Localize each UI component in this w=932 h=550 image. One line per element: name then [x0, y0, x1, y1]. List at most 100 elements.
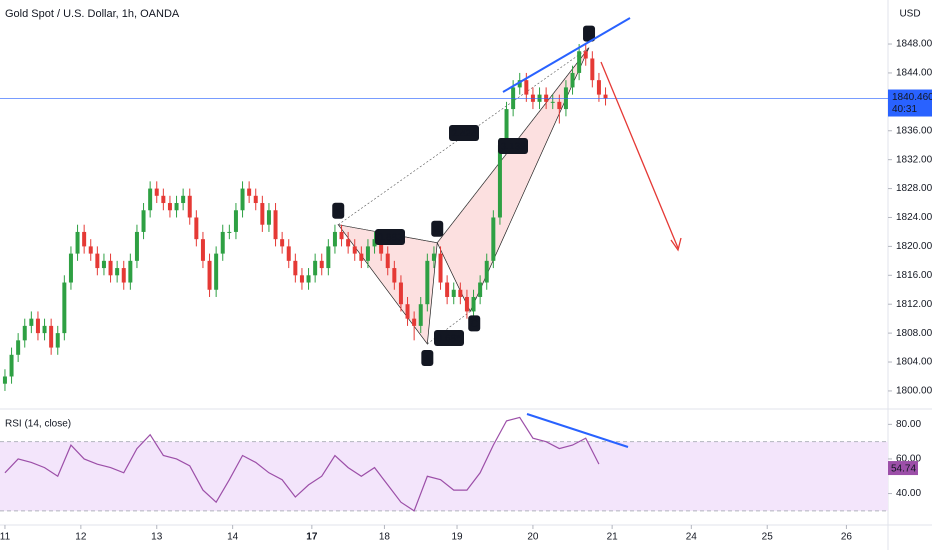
price-tick-label: 1804.000: [896, 357, 932, 368]
arrow-line: [600, 61, 679, 249]
pattern-point-box: [583, 25, 596, 42]
candle-body: [55, 333, 60, 348]
candle-body: [141, 210, 146, 232]
pattern-point-label: B: [434, 224, 441, 235]
candle-body: [247, 188, 252, 196]
time-tick-label: 18: [379, 532, 391, 543]
ratio-label: 0.685: [436, 334, 461, 345]
candle-body: [286, 246, 291, 261]
chart-title: Gold Spot / U.S. Dollar, 1h, OANDA: [5, 8, 180, 20]
candle-body: [392, 268, 397, 283]
candle-body: [214, 253, 219, 290]
candle-body: [464, 296, 469, 312]
pattern-dotted: [436, 47, 590, 243]
candle-body: [227, 231, 232, 233]
pattern-point-box: [332, 202, 345, 219]
candle-body: [240, 188, 245, 211]
candle-body: [194, 217, 199, 240]
pattern-point-label: C: [471, 319, 478, 330]
ratio-box: [434, 330, 464, 346]
price-tick-label: 1844.000: [896, 68, 932, 79]
pattern-dotted: [338, 224, 438, 244]
rsi-tick-label: 60.00: [896, 454, 921, 465]
candle-body: [596, 80, 601, 95]
candle-body: [339, 231, 344, 240]
candle-body: [95, 253, 100, 269]
candle-body: [200, 239, 205, 261]
candle-body: [68, 253, 73, 283]
candle-body: [29, 318, 34, 326]
candle-body: [174, 203, 179, 211]
candle-body: [346, 239, 351, 247]
price-tick-label: 1816.000: [896, 270, 932, 281]
candle-body: [425, 260, 430, 305]
candle-body: [273, 210, 278, 240]
rsi-last-box: [888, 461, 918, 476]
candle-body: [121, 268, 126, 283]
candle-body: [577, 51, 582, 73]
candle-body: [154, 188, 159, 196]
candle-body: [101, 260, 106, 269]
ratio-label: 0.883: [377, 233, 402, 244]
candle-body: [385, 253, 390, 269]
candle-body: [299, 275, 304, 283]
candle-body: [16, 340, 21, 355]
candle-body: [35, 318, 40, 334]
price-tick-label: 1832.000: [896, 154, 932, 165]
candle-body: [484, 260, 489, 283]
candle-body: [75, 231, 80, 254]
candle-body: [306, 275, 311, 283]
ratio-box: [375, 229, 405, 245]
candle-body: [207, 260, 212, 290]
rsi-last-label: 54.74: [891, 464, 916, 475]
candle-body: [497, 145, 502, 218]
price-tick-label: 1848.000: [896, 39, 932, 50]
candle-body: [471, 296, 476, 312]
price-tick-label: 1800.000: [896, 386, 932, 397]
ratio-label: 3.139: [500, 142, 525, 153]
trend-line: [502, 17, 631, 93]
candle-body: [590, 58, 595, 81]
candle-body: [603, 94, 608, 99]
time-tick-label: 19: [451, 532, 463, 543]
candle-body: [220, 231, 225, 254]
pattern-point-box: [431, 220, 444, 237]
time-tick-label: 21: [607, 532, 619, 543]
rsi-tick-label: 40.00: [896, 488, 921, 499]
candle-body: [115, 268, 120, 276]
candle-body: [365, 246, 370, 261]
candle-body: [9, 354, 14, 377]
rsi-trend-line: [526, 413, 629, 448]
candle-body: [438, 253, 443, 283]
candle-body: [451, 289, 456, 297]
price-tick-label: 1828.000: [896, 183, 932, 194]
candle-body: [352, 246, 357, 254]
pattern-point-box: [421, 349, 434, 366]
candle-body: [253, 195, 258, 204]
candle-body: [134, 231, 139, 261]
rsi-band: [0, 441, 888, 511]
price-tick-label: 1820.000: [896, 241, 932, 252]
candle-body: [379, 239, 384, 254]
candle-body: [42, 325, 47, 334]
candle-body: [458, 289, 463, 297]
candle-body: [82, 231, 87, 247]
candle-body: [583, 51, 588, 59]
candle-body: [372, 239, 377, 247]
time-tick-label: 25: [762, 532, 774, 543]
time-tick-label: 13: [151, 532, 163, 543]
last-price-label: 1840.460: [892, 92, 932, 103]
rsi-title: RSI (14, close): [5, 419, 71, 430]
countdown: 40:31: [892, 104, 917, 115]
time-tick-label: 17: [306, 532, 318, 543]
time-tick-label: 20: [527, 532, 539, 543]
price-tick-label: 1812.000: [896, 299, 932, 310]
candle-body: [550, 101, 555, 103]
candle-body: [108, 260, 113, 276]
candle-body: [148, 188, 153, 211]
candle-body: [524, 80, 529, 95]
price-tick-label: 1836.000: [896, 125, 932, 136]
candle-body: [557, 101, 562, 110]
candle-body: [88, 246, 93, 254]
time-tick-label: 24: [686, 532, 698, 543]
